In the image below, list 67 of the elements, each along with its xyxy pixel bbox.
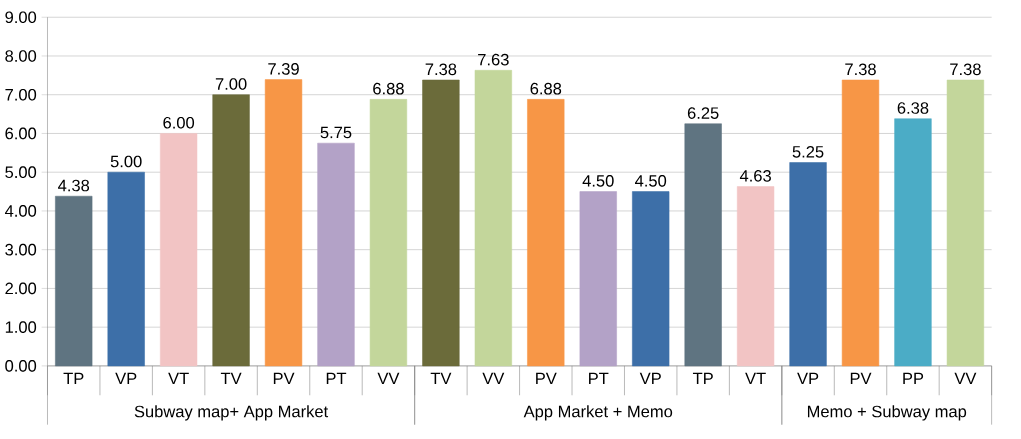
bar [264,79,303,367]
y-tick-label: 1.00 [5,321,37,334]
y-tick-label: 0.00 [5,360,37,372]
x-tick-label: VV [482,372,505,385]
x-tick-label: TV [220,372,242,385]
x-tick-label: PV [536,372,557,385]
data-label: 6.88 [530,82,562,95]
data-label: 7.38 [950,63,981,76]
data-label: 7.38 [425,63,457,76]
x-tick-label: PT [326,372,347,385]
x-tick-label: TP [692,372,713,385]
text: Subway map+ App Market [134,405,329,421]
x-tick-label: VV [377,372,400,385]
bar [212,94,250,367]
x-tick-label: TP [63,372,84,385]
y-tick-label: 2.00 [5,282,37,295]
data-label: 6.38 [897,102,929,114]
bar [841,79,880,367]
bar [474,70,512,367]
data-label: 6.25 [687,107,719,120]
data-label: 7.00 [215,78,247,90]
bar [369,99,408,367]
bar [317,142,355,367]
data-label: 5.75 [320,126,352,139]
x-tick-label: PP [903,372,924,385]
bar [789,162,827,367]
text: App Market + Memo [523,405,673,421]
x-tick-label: VP [639,372,661,385]
bar [736,186,775,367]
data-label: 4.63 [739,170,771,182]
y-tick-label: 3.00 [5,243,37,256]
bar [894,118,932,367]
y-tick-label: 5.00 [5,166,37,179]
bar [160,133,198,367]
bar [55,196,93,367]
bar [527,99,565,367]
text: Memo + Subway map [807,405,967,421]
bar [684,123,722,367]
data-label: 4.38 [58,179,90,192]
y-tick-label: 4.00 [4,205,37,217]
data-label: 4.50 [582,175,614,187]
data-label: 4.50 [635,175,667,187]
bar [579,191,617,367]
x-tick-label: VV [954,372,977,385]
y-tick-label: 6.00 [5,127,37,140]
data-label: 7.39 [268,63,299,75]
bar [946,79,985,367]
x-tick-label: VT [745,372,766,385]
x-tick-label: VP [115,372,137,385]
data-label: 5.00 [110,155,142,168]
bar [422,79,460,367]
bar [632,191,670,367]
y-tick-label: 7.00 [5,88,37,101]
x-tick-label: VT [168,372,189,385]
data-label: 6.00 [163,117,195,129]
data-label: 6.88 [373,82,404,95]
data-label: 7.63 [478,53,509,66]
x-tick-label: VP [797,372,819,385]
bar [107,172,145,367]
x-tick-label: PV [850,372,872,385]
data-label: 5.25 [792,146,824,158]
x-tick-label: PV [273,372,295,385]
x-tick-label: TV [430,372,452,385]
y-tick-label: 9.00 [5,11,37,24]
y-tick-label: 8.00 [5,50,37,62]
data-label: 7.38 [845,63,876,76]
x-tick-label: PT [589,372,609,385]
